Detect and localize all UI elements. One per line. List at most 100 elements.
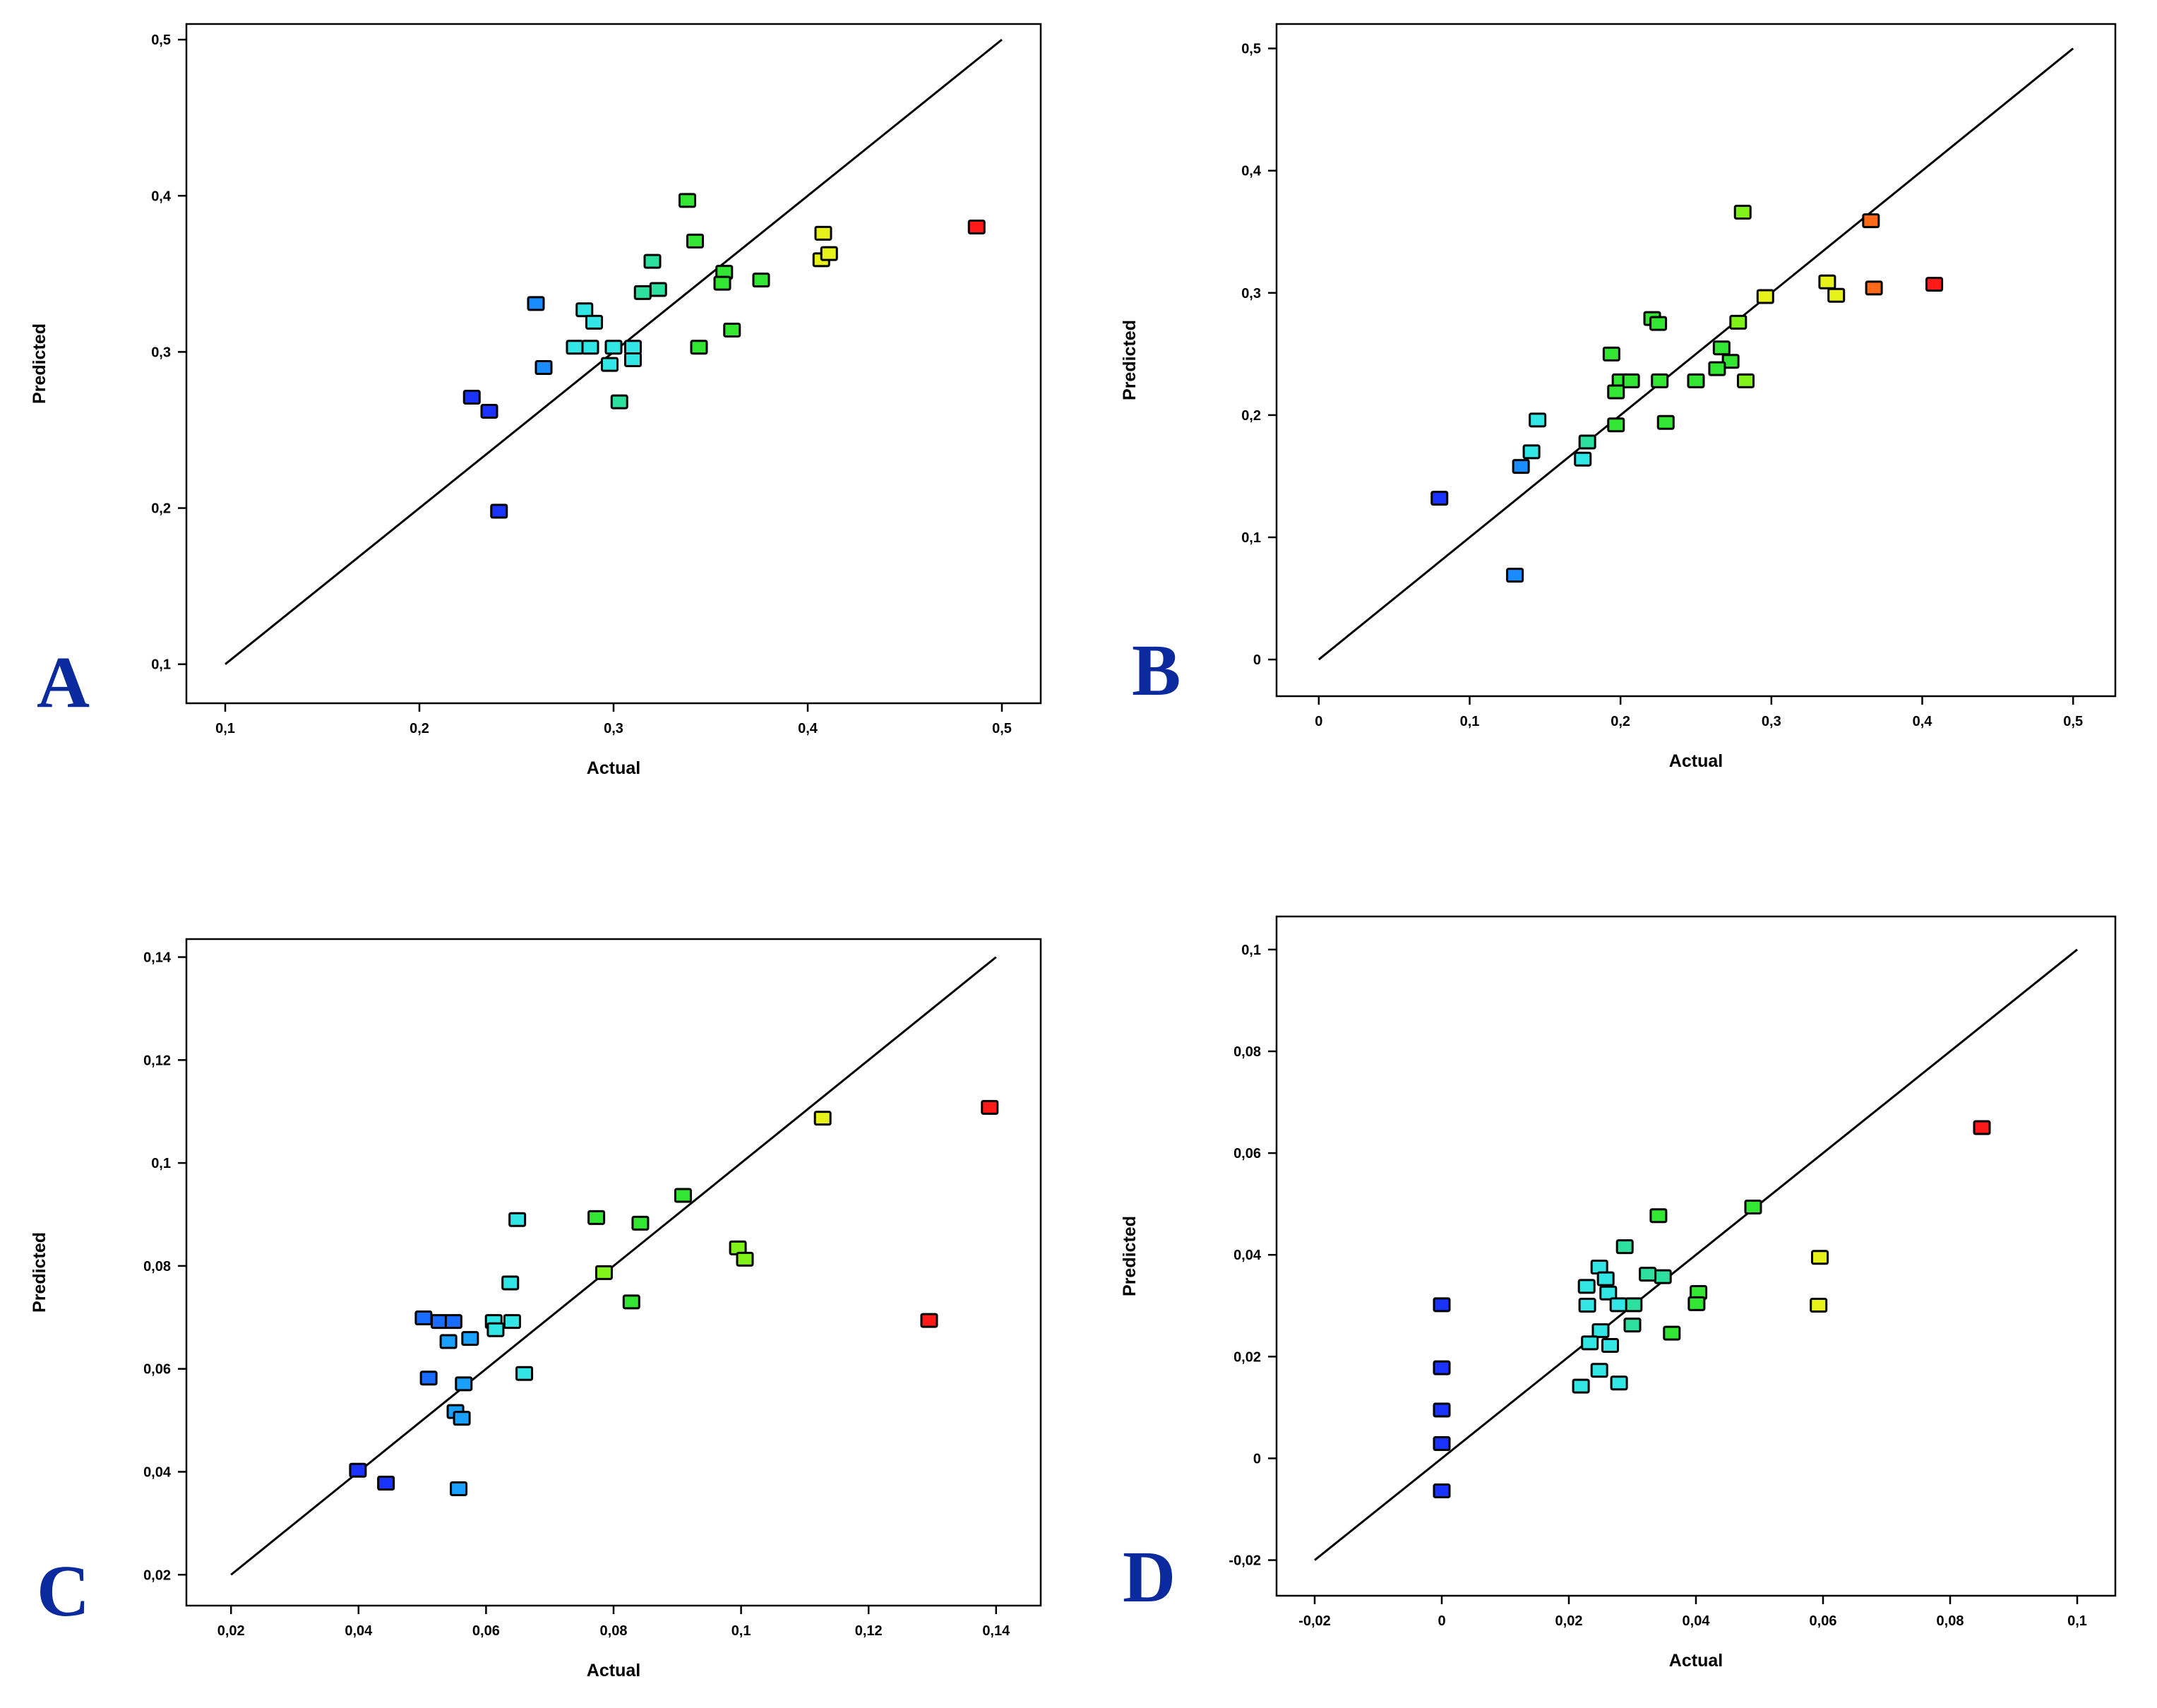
x-tick-label: 0,4	[798, 721, 818, 736]
data-point-marker	[1649, 1208, 1668, 1224]
data-point-marker	[631, 1215, 650, 1231]
data-point-marker	[1827, 287, 1846, 303]
data-point-marker	[377, 1476, 395, 1491]
data-point-marker	[1572, 1378, 1590, 1394]
data-point-marker	[1529, 412, 1547, 428]
data-point-marker	[1607, 417, 1625, 433]
data-point-marker	[622, 1294, 640, 1310]
data-point-marker	[601, 357, 619, 372]
data-point-marker	[1818, 274, 1836, 289]
y-tick-label: 0,04	[143, 1464, 172, 1480]
data-point-marker	[723, 322, 741, 338]
data-point-marker	[1581, 1335, 1599, 1351]
data-point-marker	[1623, 1318, 1642, 1333]
data-point-marker	[1712, 340, 1731, 356]
x-tick-label: 0,06	[1810, 1613, 1837, 1629]
data-point-marker	[575, 302, 594, 318]
data-point-marker	[633, 285, 652, 300]
data-point-marker	[1656, 414, 1675, 430]
data-point-marker	[1522, 444, 1541, 460]
x-axis-label: Actual	[587, 1661, 640, 1680]
x-tick-label: 0,5	[992, 721, 1012, 736]
x-tick-label: 0,2	[1611, 714, 1630, 729]
data-point-marker	[1862, 213, 1880, 229]
data-point-marker	[453, 1411, 471, 1426]
data-point-marker	[1607, 384, 1625, 400]
y-axis-label: Predicted	[1120, 320, 1140, 400]
data-point-marker	[1733, 205, 1752, 220]
x-tick-label: 0,12	[855, 1623, 883, 1639]
data-point-marker	[814, 225, 832, 241]
x-tick-label: -0,02	[1298, 1613, 1331, 1629]
panel-letter: A	[37, 642, 90, 723]
y-tick-label: 0,06	[143, 1362, 171, 1378]
data-point-marker	[419, 1370, 438, 1386]
x-axis-label: Actual	[587, 758, 640, 778]
data-point-marker	[501, 1275, 520, 1291]
data-point-marker	[1622, 373, 1640, 388]
data-point-marker	[1578, 1298, 1596, 1313]
y-tick-label: 0,5	[1241, 42, 1261, 57]
data-point-marker	[1590, 1363, 1608, 1378]
data-point-marker	[1433, 1297, 1451, 1313]
reference-line	[1317, 47, 2074, 661]
data-point-marker	[690, 340, 708, 355]
chart-panel-c: 0,02 0,04 0,06 0,08 0,1 0,12 0,14 0,02 0,04 0,06 0…	[30, 938, 1042, 1680]
data-point-marker	[1744, 1199, 1762, 1214]
y-tick-label: 0,4	[1241, 164, 1262, 179]
data-point-marker	[604, 340, 623, 355]
data-point-marker	[752, 273, 770, 288]
data-point-marker	[1654, 1269, 1672, 1284]
data-point-marker	[587, 1210, 606, 1225]
x-tick-label: 0,5	[2063, 714, 2083, 729]
data-point-marker	[585, 314, 603, 330]
data-point-marker	[1810, 1298, 1828, 1313]
data-point-marker	[820, 246, 838, 261]
x-tick-label: 0,1	[2067, 1613, 2087, 1629]
data-point-marker	[439, 1334, 458, 1349]
x-tick-label: 0,1	[1460, 714, 1480, 729]
data-point-marker	[455, 1376, 473, 1392]
x-tick-label: 0,3	[604, 721, 623, 736]
data-point-marker	[981, 1099, 999, 1115]
y-tick-label: 0,14	[143, 950, 172, 966]
data-point-marker	[480, 403, 498, 419]
x-tick-label: 0,06	[472, 1623, 500, 1639]
data-point-marker	[444, 1314, 462, 1330]
y-axis-label: Predicted	[1120, 1216, 1140, 1296]
x-tick-label: 0,02	[217, 1623, 245, 1639]
data-point-marker	[527, 296, 545, 311]
y-tick-label: 0,04	[1233, 1248, 1262, 1263]
reference-line	[1314, 948, 2078, 1561]
panel-letter: C	[37, 1551, 90, 1632]
data-point-marker	[1651, 373, 1669, 388]
data-point-marker	[1599, 1285, 1618, 1301]
y-tick-label: 0,02	[1233, 1349, 1261, 1365]
data-point-marker	[649, 282, 667, 297]
y-tick-label: 0,3	[151, 345, 171, 360]
data-point-marker	[713, 275, 731, 291]
y-tick-label: 0,12	[143, 1053, 171, 1068]
y-tick-label: 0,06	[1233, 1146, 1261, 1161]
data-point-marker	[920, 1313, 938, 1328]
data-point-marker	[1708, 361, 1726, 376]
data-point-marker	[674, 1188, 692, 1203]
data-point-marker	[679, 193, 696, 208]
data-point-marker	[414, 1310, 433, 1326]
chart-panel-b: 0 0,1 0,2 0,3 0,4 0,5 0 0,1 0,2 0,3 0,4 0,5 Actual Pr…	[1120, 23, 2117, 771]
data-point-marker	[1433, 1436, 1451, 1452]
x-tick-label: 0,4	[1913, 714, 1933, 729]
x-tick-label: 0,08	[600, 1623, 628, 1639]
data-point-marker	[462, 390, 481, 405]
plot-frame	[185, 938, 1042, 1607]
data-point-marker	[967, 219, 986, 234]
data-point-marker	[1433, 1360, 1451, 1375]
data-point-marker	[1865, 280, 1883, 296]
chart-panel-d: -0,02 0 0,02 0,04 0,06 0,08 0,1 -0,02 0 0,02 0,04 0…	[1120, 915, 2117, 1671]
y-tick-label: 0,1	[151, 1156, 171, 1171]
x-tick-label: 0,3	[1762, 714, 1781, 729]
x-tick-label: 0	[1315, 714, 1322, 729]
data-point-marker	[1687, 1296, 1706, 1311]
y-tick-label: 0,08	[1233, 1044, 1261, 1060]
